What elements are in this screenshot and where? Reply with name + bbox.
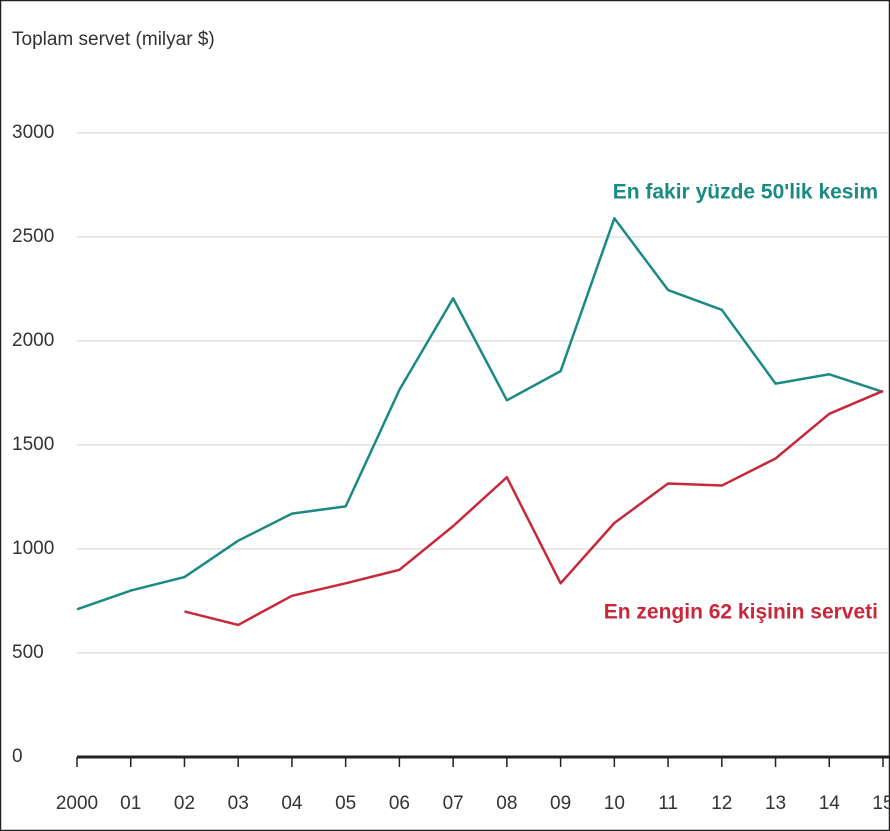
series-label: En zengin 62 kişinin serveti [604,601,878,624]
x-tick-label: 03 [228,793,249,814]
series-line [76,217,884,611]
x-tick-label: 09 [550,793,571,814]
y-tick-label: 1000 [12,538,54,559]
series-label: En fakir yüzde 50'lik kesim [613,181,878,204]
x-tick-label: 02 [174,793,195,814]
x-tick-label: 14 [819,793,841,814]
x-tick-label: 2000 [56,793,98,814]
y-tick-label: 500 [12,642,44,663]
x-tick-label: 15 [872,793,890,814]
y-tick-label: 3000 [12,122,54,143]
x-tick-label: 10 [604,793,625,814]
y-tick-label: 0 [12,746,23,767]
x-tick-label: 01 [120,793,141,814]
x-tick-label: 05 [335,793,356,814]
series-line [184,389,884,627]
x-tick-label: 13 [765,793,786,814]
x-tick-label: 11 [658,793,678,814]
x-tick-label: 04 [281,793,303,814]
y-tick-label: 2000 [12,330,54,351]
chart-title: Toplam servet (milyar $) [12,29,215,50]
x-tick-label: 12 [711,793,732,814]
y-tick-label: 2500 [12,226,54,247]
y-tick-label: 1500 [12,434,54,455]
x-tick-label: 06 [389,793,410,814]
x-tick-label: 08 [496,793,517,814]
x-tick-label: 07 [443,793,464,814]
